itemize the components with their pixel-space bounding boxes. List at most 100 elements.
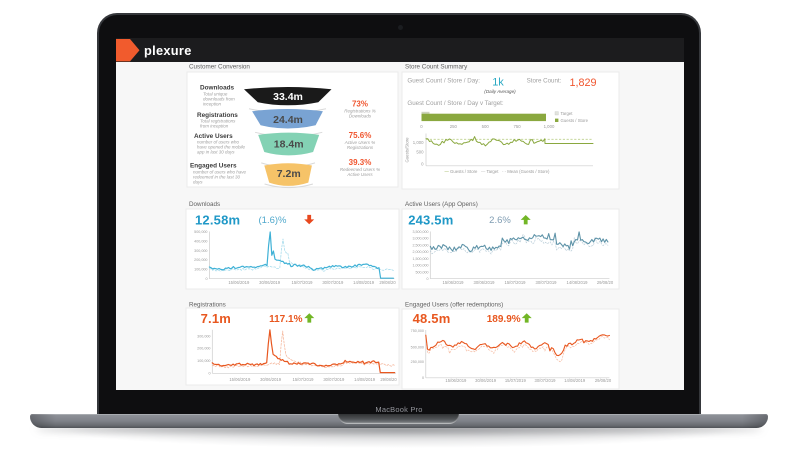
svg-text:75.6%: 75.6% xyxy=(349,131,372,140)
svg-text:200,000: 200,000 xyxy=(197,347,210,351)
svg-text:Engaged Users: Engaged Users xyxy=(190,163,237,170)
svg-text:1,500,000: 1,500,000 xyxy=(413,257,429,261)
svg-text:Guest Count / Store / Day:: Guest Count / Store / Day: xyxy=(407,78,480,85)
svg-text:750,000: 750,000 xyxy=(411,329,424,333)
svg-text:400,000: 400,000 xyxy=(194,239,207,243)
svg-text:200,000: 200,000 xyxy=(194,258,207,262)
svg-text:Guests / Store: Guests / Store xyxy=(561,118,589,123)
svg-text:12.58m: 12.58m xyxy=(195,213,240,228)
svg-text:30/06/2019: 30/06/2019 xyxy=(260,377,282,382)
svg-text:number of users who have: number of users who have xyxy=(193,170,247,175)
svg-text:have opened the mobile: have opened the mobile xyxy=(197,145,246,150)
svg-text:500: 500 xyxy=(416,149,424,154)
svg-text:3,500,000: 3,500,000 xyxy=(413,230,429,234)
svg-text:30/07/2019: 30/07/2019 xyxy=(536,280,558,285)
svg-text:15/06/2019: 15/06/2019 xyxy=(229,377,251,382)
svg-text:48.5m: 48.5m xyxy=(413,311,451,326)
svg-text:downloads from: downloads from xyxy=(203,97,235,102)
svg-text:3,000,000: 3,000,000 xyxy=(413,237,429,241)
svg-text:Active Users (App Opens): Active Users (App Opens) xyxy=(405,201,478,208)
svg-text:0: 0 xyxy=(205,277,207,281)
svg-text:189.9%: 189.9% xyxy=(487,314,521,325)
svg-text:redeemed in the last 30: redeemed in the last 30 xyxy=(193,175,241,180)
svg-text:14/08/2019: 14/08/2019 xyxy=(354,377,376,382)
svg-text:500,000: 500,000 xyxy=(411,345,424,349)
svg-text:29/08/20: 29/08/20 xyxy=(379,280,396,285)
svg-text:14/08/2019: 14/08/2019 xyxy=(564,378,586,383)
svg-text:30/06/2019: 30/06/2019 xyxy=(474,280,496,285)
svg-text:0: 0 xyxy=(422,376,424,380)
svg-text:days: days xyxy=(193,180,203,185)
svg-text:7.1m: 7.1m xyxy=(201,311,231,326)
svg-text:100,000: 100,000 xyxy=(197,359,210,363)
svg-text:Total unique: Total unique xyxy=(203,92,228,97)
svg-text:Registrations: Registrations xyxy=(197,112,238,119)
svg-text:500,000: 500,000 xyxy=(416,270,429,274)
svg-text:0: 0 xyxy=(208,372,210,376)
svg-text:Store Count:: Store Count: xyxy=(527,78,562,85)
svg-text:15/06/2019: 15/06/2019 xyxy=(445,378,467,383)
svg-text:30/07/2019: 30/07/2019 xyxy=(322,280,344,285)
svg-text:2,000,000: 2,000,000 xyxy=(413,250,429,254)
svg-text:Engaged Users (offer redemptio: Engaged Users (offer redemptions) xyxy=(405,302,503,309)
svg-text:15/07/2019: 15/07/2019 xyxy=(293,377,315,382)
svg-text:29/08/20: 29/08/20 xyxy=(380,377,397,382)
svg-text:14/08/2019: 14/08/2019 xyxy=(353,280,375,285)
svg-text:Active Users: Active Users xyxy=(194,133,233,140)
svg-text:100,000: 100,000 xyxy=(194,268,207,272)
svg-text:30/07/2019: 30/07/2019 xyxy=(535,378,557,383)
svg-text:Registrations: Registrations xyxy=(189,302,226,309)
svg-text:Customer Conversion: Customer Conversion xyxy=(189,64,250,71)
svg-text:app in last 30 days: app in last 30 days xyxy=(197,150,235,155)
svg-text:1,000,000: 1,000,000 xyxy=(413,264,429,268)
svg-text:1,829: 1,829 xyxy=(569,77,596,89)
svg-text:15/07/2019: 15/07/2019 xyxy=(505,280,527,285)
svg-text:from inception: from inception xyxy=(200,124,229,129)
svg-text:Active Users %: Active Users % xyxy=(344,140,376,145)
svg-text:Guests/Store: Guests/Store xyxy=(405,137,410,163)
svg-text:15/06/2019: 15/06/2019 xyxy=(228,280,250,285)
svg-text:Active Users: Active Users xyxy=(346,172,373,177)
svg-text:0: 0 xyxy=(421,162,424,167)
svg-text:plexure: plexure xyxy=(144,43,192,58)
svg-text:Total registrations: Total registrations xyxy=(200,119,236,124)
svg-text:15/07/2019: 15/07/2019 xyxy=(505,378,527,383)
svg-text:Redeemed Users %: Redeemed Users % xyxy=(340,167,380,172)
svg-text:30/06/2019: 30/06/2019 xyxy=(475,378,497,383)
svg-text:Target: Target xyxy=(561,111,574,116)
svg-text:Store Count Summary: Store Count Summary xyxy=(405,64,468,71)
svg-text:7.2m: 7.2m xyxy=(277,168,301,180)
svg-text:(1.6)%: (1.6)% xyxy=(259,215,288,226)
svg-text:inception: inception xyxy=(203,102,222,107)
svg-text:2.6%: 2.6% xyxy=(489,215,511,226)
svg-text:750: 750 xyxy=(514,124,522,129)
svg-text:1,000: 1,000 xyxy=(544,124,555,129)
svg-text:250: 250 xyxy=(450,124,458,129)
svg-text:29/08/20: 29/08/20 xyxy=(595,378,612,383)
svg-text:33.4m: 33.4m xyxy=(273,91,303,103)
svg-text:0: 0 xyxy=(427,277,429,281)
svg-text:Registrations: Registrations xyxy=(347,145,374,150)
svg-text:— Guests / Store — Target: — Guests / Store — Target - - Mean (Gues… xyxy=(444,169,550,174)
svg-text:39.3%: 39.3% xyxy=(349,158,372,167)
svg-text:Downloads: Downloads xyxy=(200,85,235,92)
svg-text:73%: 73% xyxy=(352,100,368,109)
svg-text:500,000: 500,000 xyxy=(194,230,207,234)
svg-text:2,500,000: 2,500,000 xyxy=(413,243,429,247)
svg-text:15/06/2019: 15/06/2019 xyxy=(443,280,465,285)
svg-text:number of users who: number of users who xyxy=(197,140,240,145)
svg-text:(Daily Average): (Daily Average) xyxy=(484,89,516,94)
svg-text:15/07/2019: 15/07/2019 xyxy=(292,280,314,285)
svg-text:243.5m: 243.5m xyxy=(408,213,453,228)
svg-text:14/08/2019: 14/08/2019 xyxy=(567,280,589,285)
svg-text:0: 0 xyxy=(420,124,423,129)
svg-text:1k: 1k xyxy=(492,77,504,89)
svg-text:500: 500 xyxy=(482,124,490,129)
svg-text:Downloads: Downloads xyxy=(189,201,220,208)
svg-text:117.1%: 117.1% xyxy=(269,314,302,325)
svg-text:Downloads: Downloads xyxy=(349,114,372,119)
svg-text:24.4m: 24.4m xyxy=(273,114,303,126)
svg-text:30/07/2019: 30/07/2019 xyxy=(323,377,345,382)
svg-text:18.4m: 18.4m xyxy=(274,139,304,151)
svg-text:1,000: 1,000 xyxy=(413,140,424,145)
